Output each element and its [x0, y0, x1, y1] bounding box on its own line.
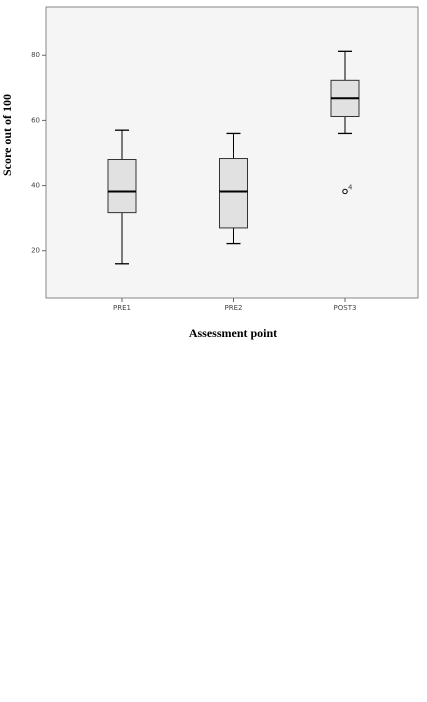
x-tick-label: POST3 — [334, 304, 357, 312]
box — [107, 159, 137, 214]
outlier — [342, 188, 348, 195]
y-tick-label: 20 — [31, 247, 40, 255]
outlier-label: 4 — [348, 183, 353, 191]
x-tick-label: PRE2 — [225, 304, 243, 312]
x-tick-label: PRE1 — [113, 304, 131, 312]
box — [219, 158, 248, 229]
y-tick-label: 60 — [31, 116, 40, 124]
y-tick-label: 80 — [31, 51, 40, 59]
y-tick-label: 40 — [31, 182, 40, 190]
plot-area — [45, 6, 419, 299]
y-axis-title: Score out of 100 — [0, 94, 14, 176]
x-axis-title: Assessment point — [189, 326, 277, 340]
